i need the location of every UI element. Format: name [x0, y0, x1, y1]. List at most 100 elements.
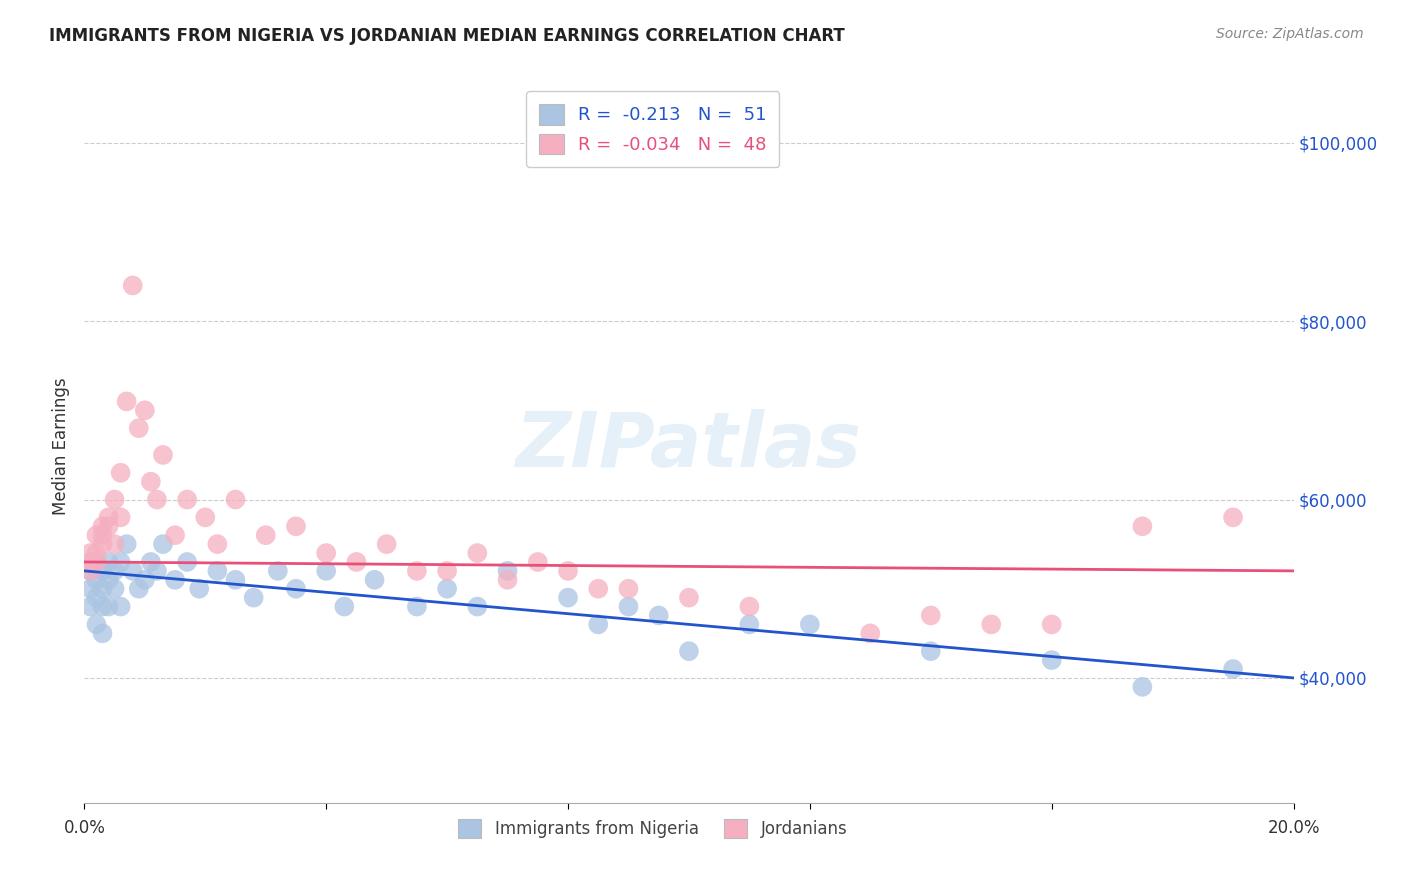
- Point: [79, 564, 101, 578]
- Point: [121, 278, 143, 293]
- Point: [1130, 680, 1153, 694]
- Point: [146, 492, 169, 507]
- Point: [115, 537, 138, 551]
- Point: [496, 564, 519, 578]
- Point: [97, 510, 120, 524]
- Point: [406, 599, 429, 614]
- Point: [86, 555, 108, 569]
- Point: [678, 591, 700, 605]
- Point: [86, 591, 108, 605]
- Point: [152, 448, 174, 462]
- Text: ZIPatlas: ZIPatlas: [516, 409, 862, 483]
- Point: [617, 599, 640, 614]
- Point: [115, 394, 138, 409]
- Point: [799, 617, 821, 632]
- Point: [738, 599, 761, 614]
- Point: [207, 564, 229, 578]
- Point: [79, 555, 101, 569]
- Point: [91, 564, 114, 578]
- Point: [1040, 653, 1063, 667]
- Point: [557, 564, 579, 578]
- Point: [91, 626, 114, 640]
- Point: [91, 599, 114, 614]
- Point: [86, 546, 108, 560]
- Point: [165, 573, 187, 587]
- Point: [363, 573, 385, 587]
- Legend: Immigrants from Nigeria, Jordanians: Immigrants from Nigeria, Jordanians: [451, 812, 853, 845]
- Point: [920, 608, 942, 623]
- Point: [97, 573, 120, 587]
- Point: [346, 555, 368, 569]
- Point: [588, 582, 610, 596]
- Point: [496, 573, 519, 587]
- Point: [980, 617, 1002, 632]
- Point: [110, 466, 132, 480]
- Point: [110, 510, 132, 524]
- Point: [1130, 519, 1153, 533]
- Point: [104, 537, 127, 551]
- Point: [110, 599, 132, 614]
- Point: [588, 617, 610, 632]
- Point: [128, 582, 150, 596]
- Point: [86, 528, 108, 542]
- Point: [527, 555, 550, 569]
- Point: [139, 475, 162, 489]
- Point: [1222, 510, 1244, 524]
- Point: [225, 492, 247, 507]
- Point: [285, 519, 308, 533]
- Point: [146, 564, 169, 578]
- Point: [436, 582, 458, 596]
- Point: [86, 555, 108, 569]
- Point: [225, 573, 247, 587]
- Y-axis label: Median Earnings: Median Earnings: [52, 377, 70, 515]
- Point: [176, 555, 198, 569]
- Point: [406, 564, 429, 578]
- Text: Source: ZipAtlas.com: Source: ZipAtlas.com: [1216, 27, 1364, 41]
- Point: [333, 599, 356, 614]
- Point: [648, 608, 671, 623]
- Point: [97, 599, 120, 614]
- Point: [128, 421, 150, 435]
- Point: [97, 519, 120, 533]
- Point: [254, 528, 277, 542]
- Point: [467, 599, 489, 614]
- Point: [436, 564, 458, 578]
- Point: [188, 582, 211, 596]
- Point: [267, 564, 290, 578]
- Point: [920, 644, 942, 658]
- Point: [859, 626, 882, 640]
- Point: [79, 546, 101, 560]
- Point: [678, 644, 700, 658]
- Point: [79, 599, 101, 614]
- Point: [1222, 662, 1244, 676]
- Point: [110, 555, 132, 569]
- Point: [91, 528, 114, 542]
- Point: [97, 555, 120, 569]
- Point: [79, 582, 101, 596]
- Point: [86, 573, 108, 587]
- Point: [207, 537, 229, 551]
- Point: [467, 546, 489, 560]
- Point: [104, 564, 127, 578]
- Point: [315, 564, 337, 578]
- Point: [315, 546, 337, 560]
- Point: [91, 537, 114, 551]
- Point: [557, 591, 579, 605]
- Text: IMMIGRANTS FROM NIGERIA VS JORDANIAN MEDIAN EARNINGS CORRELATION CHART: IMMIGRANTS FROM NIGERIA VS JORDANIAN MED…: [49, 27, 845, 45]
- Point: [121, 564, 143, 578]
- Point: [242, 591, 264, 605]
- Point: [165, 528, 187, 542]
- Point: [285, 582, 308, 596]
- Point: [104, 582, 127, 596]
- Point: [134, 573, 156, 587]
- Point: [176, 492, 198, 507]
- Point: [194, 510, 217, 524]
- Point: [86, 617, 108, 632]
- Point: [79, 564, 101, 578]
- Point: [91, 519, 114, 533]
- Point: [139, 555, 162, 569]
- Point: [104, 492, 127, 507]
- Point: [152, 537, 174, 551]
- Point: [1040, 617, 1063, 632]
- Point: [738, 617, 761, 632]
